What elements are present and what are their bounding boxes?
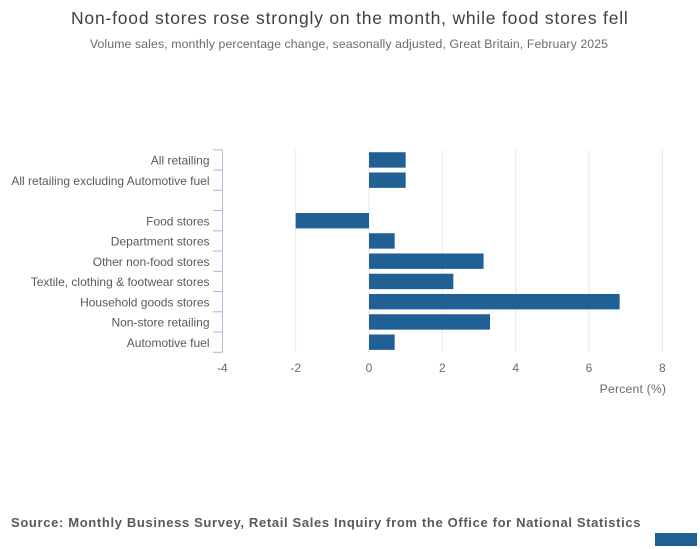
- svg-text:0: 0: [366, 361, 373, 375]
- svg-text:Other non-food stores: Other non-food stores: [93, 255, 210, 269]
- svg-text:6: 6: [586, 361, 593, 375]
- svg-text:Textile, clothing & footwear s: Textile, clothing & footwear stores: [31, 275, 210, 289]
- svg-text:4: 4: [512, 361, 519, 375]
- svg-text:-4: -4: [217, 361, 228, 375]
- svg-text:2: 2: [439, 361, 446, 375]
- svg-text:Household goods stores: Household goods stores: [80, 295, 209, 309]
- svg-text:Non-food stores rose strongly: Non-food stores rose strongly on the mon…: [71, 8, 629, 28]
- svg-text:All retailing: All retailing: [151, 154, 210, 168]
- svg-text:Source: Monthly Business Surve: Source: Monthly Business Survey, Retail …: [11, 515, 641, 530]
- svg-text:Volume sales, monthly percenta: Volume sales, monthly percentage change,…: [90, 37, 608, 51]
- svg-text:Food stores: Food stores: [146, 214, 209, 228]
- svg-text:Automotive fuel: Automotive fuel: [127, 336, 210, 350]
- svg-text:All retailing excluding Automo: All retailing excluding Automotive fuel: [11, 174, 209, 188]
- svg-text:Non-store retailing: Non-store retailing: [111, 316, 209, 330]
- svg-text:-2: -2: [290, 361, 301, 375]
- svg-text:Percent (%): Percent (%): [600, 382, 667, 396]
- svg-text:8: 8: [659, 361, 666, 375]
- svg-text:Department stores: Department stores: [111, 235, 210, 249]
